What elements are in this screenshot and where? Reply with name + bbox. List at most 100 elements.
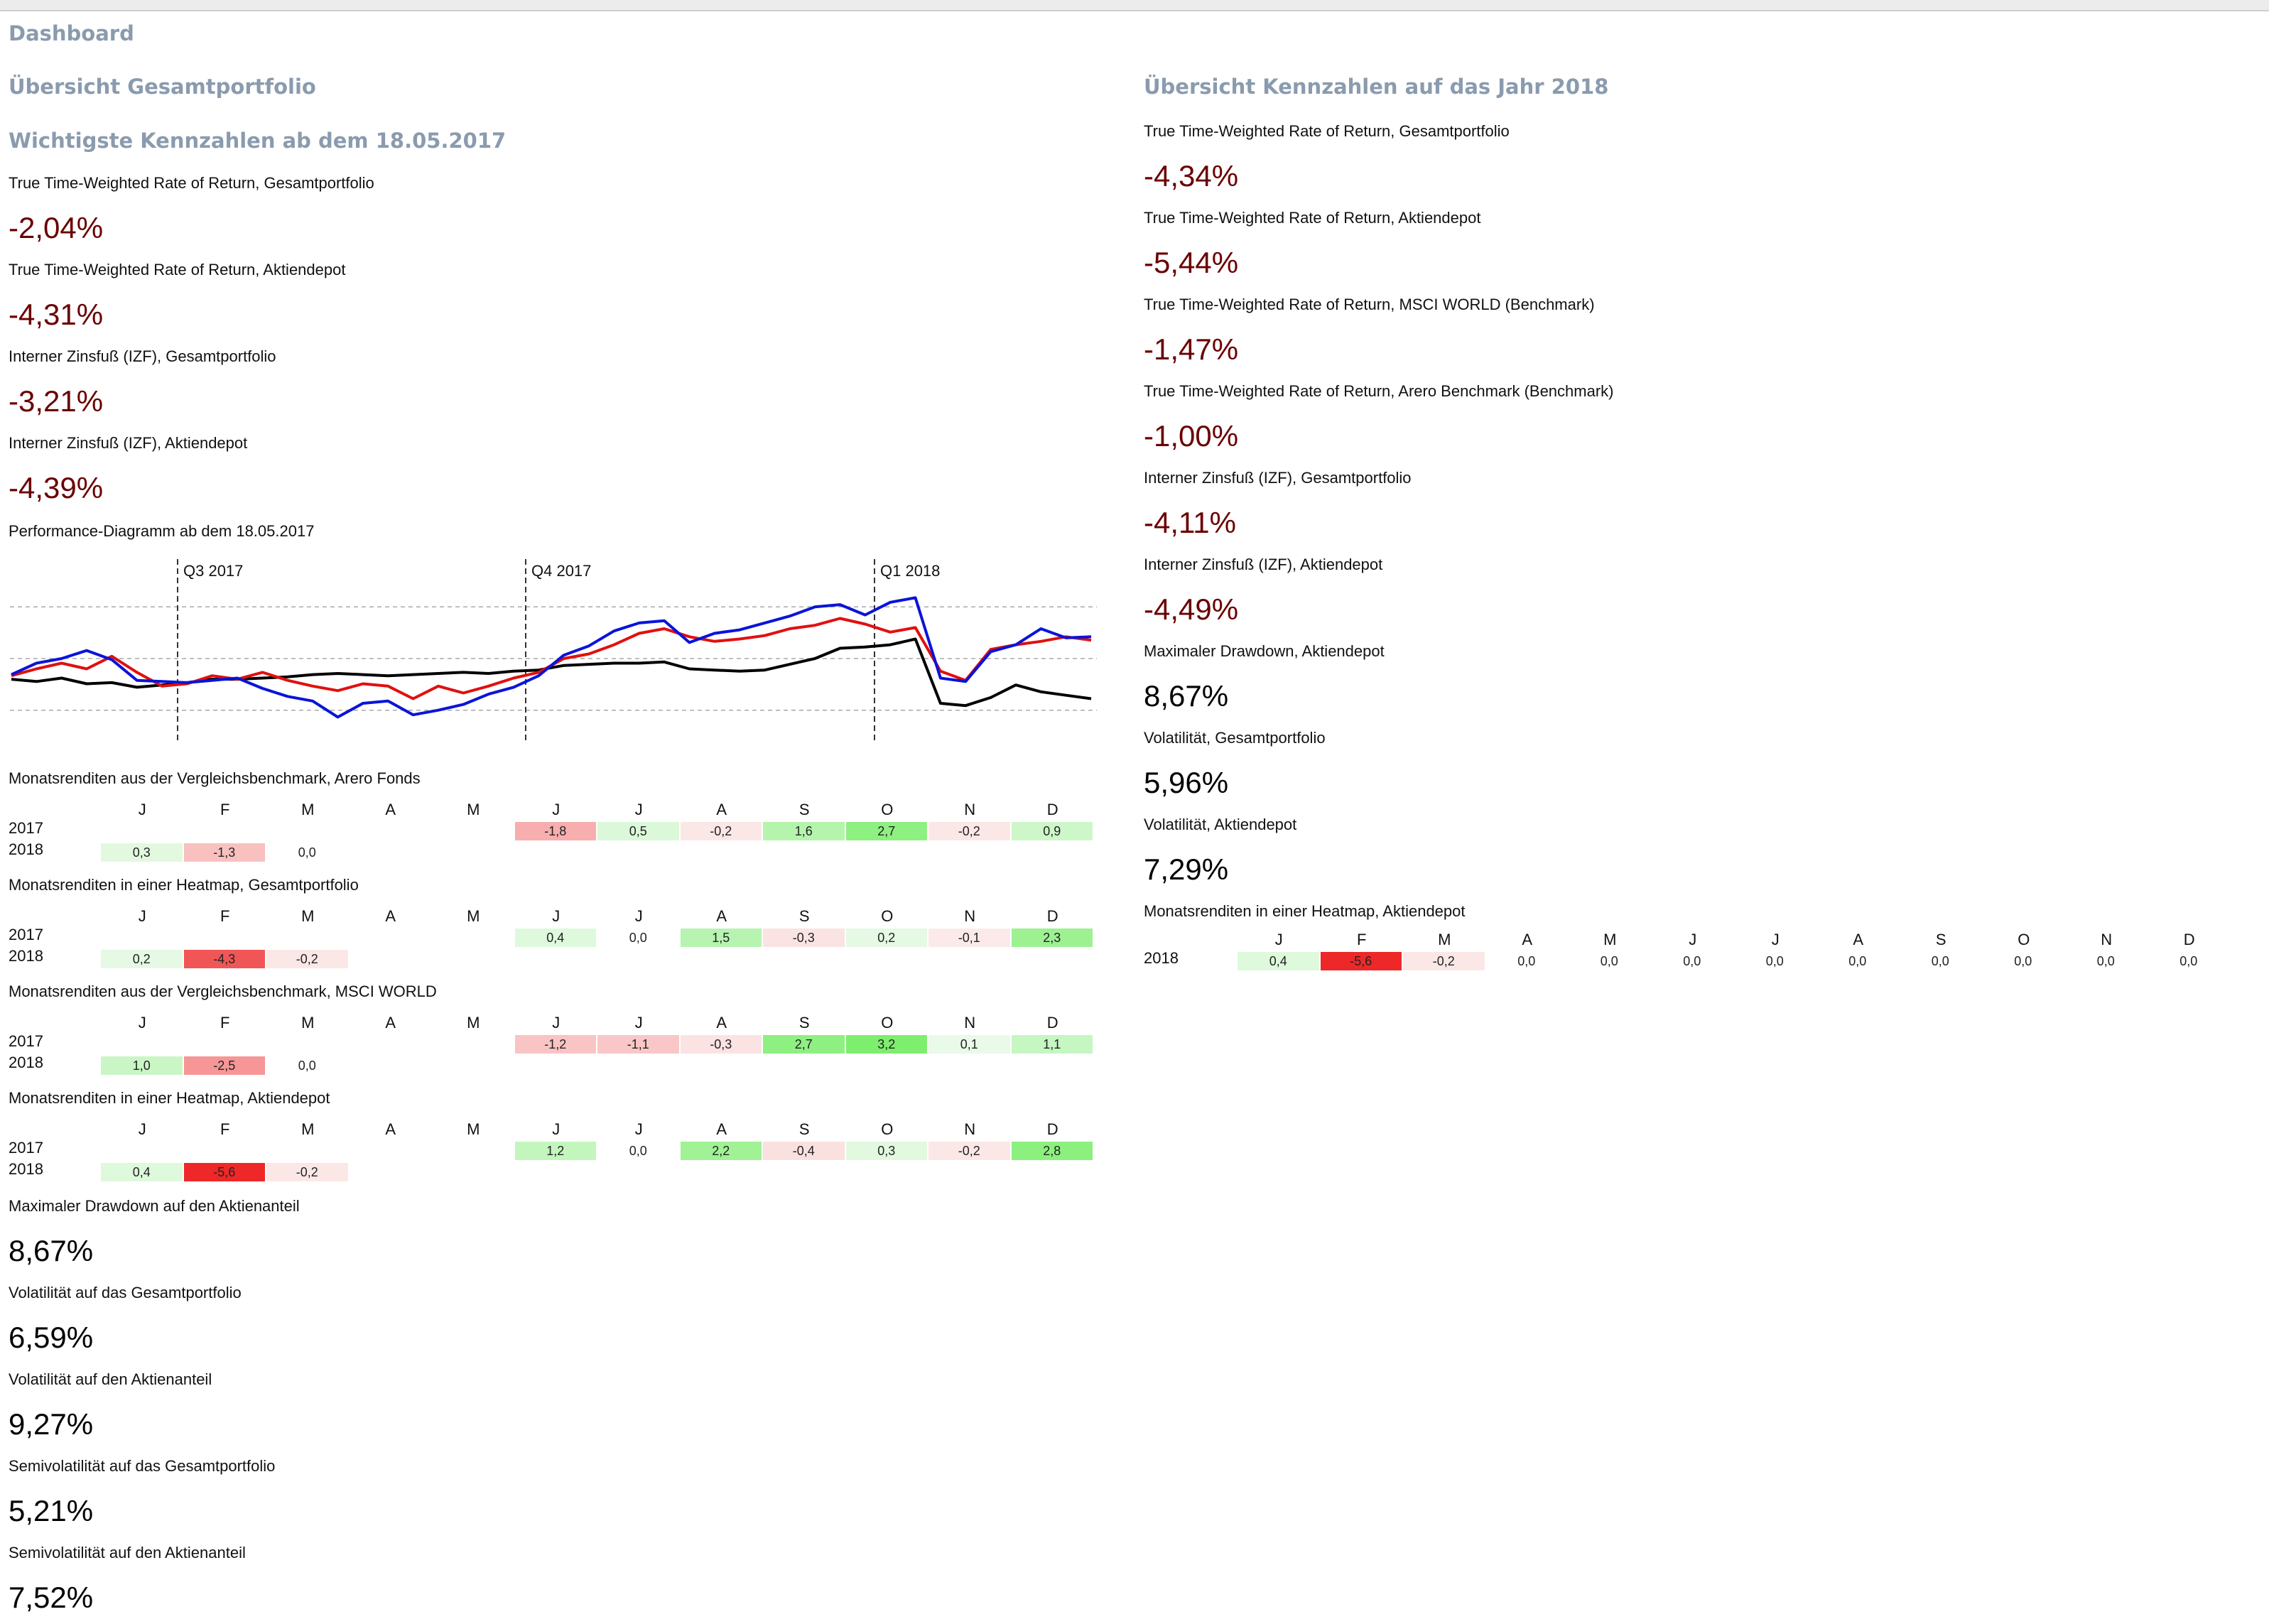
heatmap-msci-world: Monatsrenditen aus der Vergleichsbenchma… [9, 982, 1117, 1082]
heatmap-month-header: N [964, 1014, 976, 1032]
heatmap-month-header: J [138, 1014, 146, 1032]
heatmap-title: Monatsrenditen aus der Vergleichsbenchma… [9, 769, 421, 787]
heatmap-cell: -4,3 [183, 950, 265, 968]
heatmap-month-header: M [301, 907, 315, 925]
heatmap-cell: 0,0 [1848, 954, 1867, 968]
kpi-label: Maximaler Drawdown, Aktiendepot [1144, 642, 1385, 660]
quarter-label: Q3 2017 [183, 562, 243, 580]
kpi-label: Interner Zinsfuß (IZF), Aktiendepot [1144, 556, 1383, 573]
heatmap-cell: -1,3 [183, 843, 265, 862]
heatmap-cell: 2,3 [1011, 929, 1093, 947]
heatmap-month-header: M [1603, 931, 1617, 948]
kpi-label: True Time-Weighted Rate of Return, Gesam… [1144, 122, 1510, 140]
heatmap-cell: -2,5 [183, 1056, 265, 1075]
heatmap-month-header: S [798, 907, 810, 925]
heatmap-month-header: J [138, 801, 146, 818]
heatmap-title: Monatsrenditen in einer Heatmap, Aktiend… [9, 1089, 330, 1107]
heatmap-cell: -1,2 [514, 1035, 596, 1054]
heatmap-month-header: O [881, 1120, 894, 1138]
heatmap-cell: 0,0 [298, 1059, 316, 1073]
heatmap-month-header: N [964, 1120, 976, 1138]
heatmap-cell: -5,6 [183, 1163, 265, 1181]
heatmap-month-header: A [1853, 931, 1864, 948]
heatmap-month-header: M [301, 1120, 315, 1138]
heatmap-cell: 0,9 [1011, 822, 1093, 840]
kpi-value: -4,31% [9, 298, 104, 331]
kpi-value: -4,34% [1144, 159, 1239, 193]
heatmap-cell: -1,1 [597, 1035, 679, 1054]
kpi-label: Interner Zinsfuß (IZF), Gesamtportfolio [1144, 469, 1412, 487]
right-section-title: Übersicht Kennzahlen auf das Jahr 2018 [1144, 75, 1609, 99]
heatmap-year-label: 2018 [9, 947, 43, 965]
kpi-value: 9,27% [9, 1407, 94, 1441]
heatmap-month-header: S [798, 801, 810, 818]
heatmap-month-header: A [716, 907, 727, 925]
kpi-value: -4,39% [9, 471, 104, 504]
kpi-value: -4,11% [1144, 506, 1236, 539]
heatmap-month-header: F [220, 1120, 230, 1138]
heatmap-cell: 0,3 [101, 843, 183, 862]
kpi-value: -5,44% [1144, 246, 1239, 279]
heatmap-month-header: O [2018, 931, 2030, 948]
heatmap-cell: -0,4 [763, 1142, 845, 1160]
heatmap-month-header: A [716, 1014, 727, 1032]
heatmap-cell: -1,8 [514, 822, 596, 840]
heatmap-month-header: M [467, 1014, 480, 1032]
heatmap-year-label: 2018 [9, 1054, 43, 1071]
kpi-label: True Time-Weighted Rate of Return, Gesam… [9, 174, 374, 192]
heatmap-month-header: N [964, 801, 976, 818]
kpi-label: True Time-Weighted Rate of Return, Arero… [1144, 382, 1614, 400]
heatmap-month-header: D [1046, 801, 1058, 818]
heatmap-cell: 1,5 [680, 929, 762, 947]
heatmap-month-header: F [220, 801, 230, 818]
heatmap-month-header: J [634, 907, 643, 925]
heatmap-month-header: J [1771, 931, 1780, 948]
heatmap-year-label: 2017 [9, 926, 43, 943]
heatmap-cell: 0,0 [1765, 954, 1784, 968]
heatmap-month-header: J [138, 907, 146, 925]
heatmap-month-header: J [1689, 931, 1697, 948]
left-section-title: Übersicht Gesamtportfolio [9, 75, 316, 99]
quarter-label: Q1 2018 [880, 562, 940, 580]
kpi-label: Volatilität, Aktiendepot [1144, 816, 1297, 833]
heatmap-cell: 0,0 [298, 845, 316, 860]
heatmap-cell: -0,2 [266, 1163, 348, 1181]
heatmap-cell: 0,0 [629, 931, 647, 945]
heatmap-cell: 0,4 [1238, 952, 1319, 970]
heatmap-cell: 0,0 [1683, 954, 1701, 968]
kpi-label: True Time-Weighted Rate of Return, Aktie… [9, 261, 346, 278]
heatmap-cell: 1,6 [763, 822, 845, 840]
heatmap-month-header: N [2101, 931, 2113, 948]
heatmap-cell: -0,2 [266, 950, 348, 968]
kpi-value: 7,29% [1144, 852, 1229, 886]
heatmap-cell: 0,3 [845, 1142, 927, 1160]
heatmap-month-header: F [220, 1014, 230, 1032]
kpi-label: Volatilität auf den Aktienanteil [9, 1370, 212, 1388]
heatmap-month-header: J [552, 1120, 561, 1138]
kpi-value: -3,21% [9, 384, 104, 418]
heatmap-year-label: 2018 [1144, 949, 1179, 967]
heatmap-cell: -0,3 [763, 929, 845, 947]
heatmap-month-header: O [881, 801, 894, 818]
heatmap-year-label: 2018 [9, 840, 43, 858]
heatmap-month-header: S [798, 1120, 810, 1138]
heatmap-month-header: M [301, 1014, 315, 1032]
heatmap-cell: -0,1 [928, 929, 1010, 947]
left-kpi-title: Wichtigste Kennzahlen ab dem 18.05.2017 [9, 129, 507, 153]
heatmap-month-header: J [552, 907, 561, 925]
heatmap-month-header: S [798, 1014, 810, 1032]
heatmap-month-header: A [385, 1014, 396, 1032]
heatmap-cell: 2,2 [680, 1142, 762, 1160]
heatmap-month-header: J [552, 1014, 561, 1032]
heatmap-month-header: J [552, 801, 561, 818]
chart-title: Performance-Diagramm ab dem 18.05.2017 [9, 522, 315, 540]
kpi-value: -1,00% [1144, 419, 1239, 453]
heatmap-cell: 0,0 [2014, 954, 2032, 968]
heatmap-month-header: M [301, 801, 315, 818]
heatmap-month-header: J [1274, 931, 1283, 948]
heatmap-cell: -5,6 [1320, 952, 1402, 970]
heatmap-cell: -0,2 [680, 822, 762, 840]
quarter-label: Q4 2017 [531, 562, 591, 580]
kpi-value: 5,96% [1144, 766, 1229, 799]
heatmap-cell: -0,2 [928, 1142, 1010, 1160]
